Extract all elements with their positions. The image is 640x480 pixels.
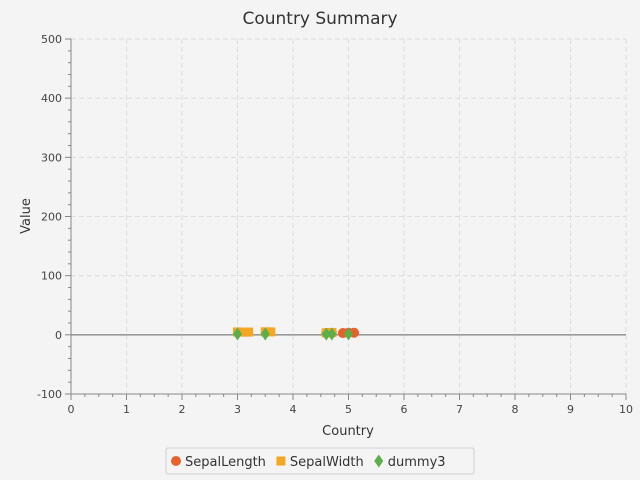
- y-axis-ticks: -100 0 100 200 300 400 500: [37, 33, 71, 401]
- y-tick-label: 0: [55, 329, 62, 342]
- legend-item-sepallength: SepalLength: [171, 455, 266, 470]
- data-point: [244, 327, 254, 337]
- x-tick-label: 0: [68, 403, 75, 416]
- x-tick-label: 10: [619, 403, 633, 416]
- x-tick-label: 4: [290, 403, 297, 416]
- x-axis-label: Country: [322, 424, 374, 439]
- data-point: [266, 327, 276, 337]
- legend-marker: [374, 454, 384, 468]
- y-tick-label: 200: [41, 211, 62, 224]
- legend: SepalLength SepalWidth dummy3: [165, 447, 475, 475]
- y-tick-label: 500: [41, 33, 62, 46]
- legend-label: SepalLength: [185, 455, 266, 470]
- data-point: [238, 327, 248, 337]
- series-dummy3: [233, 327, 353, 341]
- y-axis-label: Value: [19, 198, 34, 234]
- data-point: [260, 327, 270, 341]
- y-tick-label: 100: [41, 270, 62, 283]
- legend-box: [165, 447, 475, 475]
- x-tick-label: 1: [123, 403, 130, 416]
- x-tick-label: 5: [345, 403, 352, 416]
- legend-label: dummy3: [388, 455, 446, 470]
- data-point: [327, 327, 337, 341]
- x-axis-ticks: 0 1 2 3 4 5 6 7 8 9 10: [68, 394, 633, 416]
- x-tick-label: 7: [456, 403, 463, 416]
- data-points: [233, 327, 360, 341]
- y-tick-label: 400: [41, 92, 62, 105]
- legend-item-sepalwidth: SepalWidth: [276, 455, 364, 470]
- legend-marker: [171, 456, 181, 466]
- data-point: [233, 327, 242, 341]
- x-tick-label: 3: [234, 403, 241, 416]
- y-tick-label: 300: [41, 151, 62, 164]
- data-point: [321, 327, 331, 341]
- x-tick-label: 6: [401, 403, 408, 416]
- y-tick-label: -100: [37, 388, 62, 401]
- legend-item-dummy3: dummy3: [374, 454, 446, 470]
- x-tick-label: 9: [567, 403, 574, 416]
- chart-title: Country Summary: [242, 9, 397, 29]
- legend-label: SepalWidth: [290, 455, 364, 470]
- legend-marker: [276, 456, 286, 466]
- x-tick-label: 2: [179, 403, 186, 416]
- data-point: [344, 327, 353, 341]
- x-tick-label: 8: [512, 403, 519, 416]
